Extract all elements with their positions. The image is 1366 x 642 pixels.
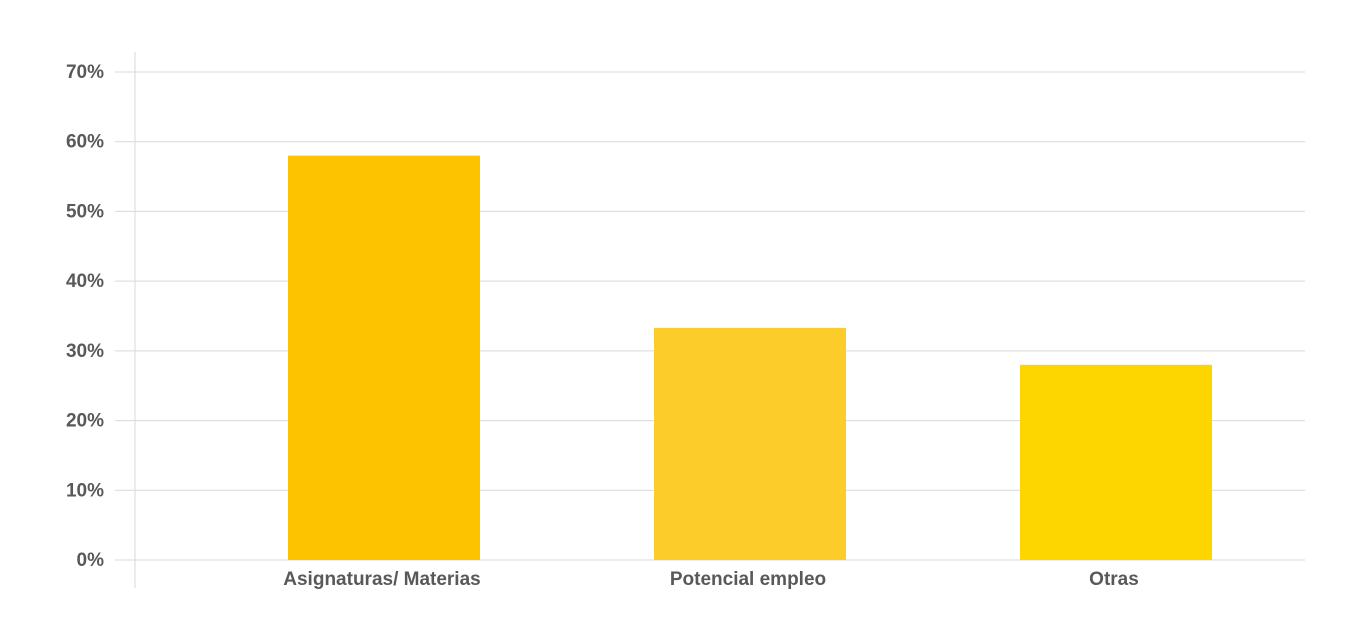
- x-tick-label: Asignaturas/ Materias: [283, 569, 480, 590]
- y-tick-label: 20%: [66, 411, 104, 432]
- bar: [288, 155, 480, 560]
- bar: [1020, 364, 1212, 560]
- y-tick-label: 30%: [66, 341, 104, 362]
- y-tick-label: 50%: [66, 201, 104, 222]
- x-tick-label: Otras: [1089, 569, 1139, 590]
- y-tick-label: 40%: [66, 271, 104, 292]
- bar: [654, 327, 846, 560]
- y-tick-label: 60%: [66, 132, 104, 153]
- x-tick-label: Potencial empleo: [670, 569, 826, 590]
- y-tick-label: 70%: [66, 62, 104, 83]
- y-tick-label: 0%: [77, 550, 105, 571]
- y-tick-label: 10%: [66, 480, 104, 501]
